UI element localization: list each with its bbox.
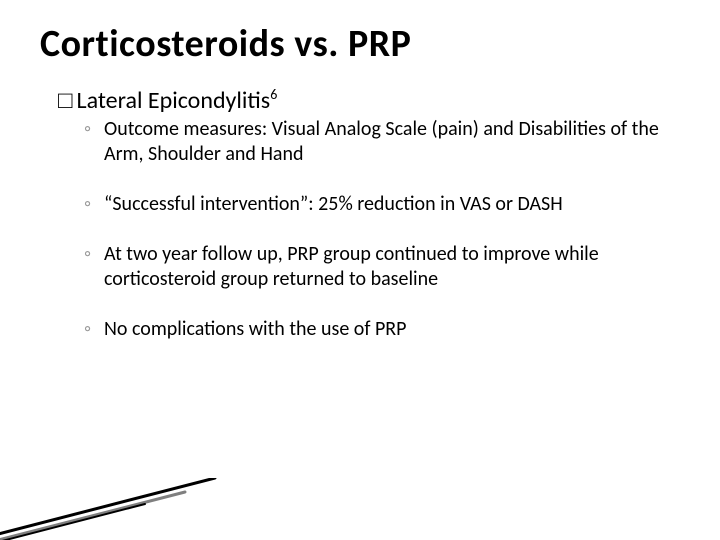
- bullet-marker-icon: ◦: [84, 242, 91, 268]
- list-item: ◦ At two year follow up, PRP group conti…: [84, 242, 666, 293]
- decor-line: [0, 478, 215, 540]
- list-item: ◦ No complications with the use of PRP: [84, 317, 666, 343]
- decor-line: [0, 492, 185, 540]
- list-item: ◦ Outcome measures: Visual Analog Scale …: [84, 117, 666, 168]
- decor-line: [0, 504, 145, 540]
- subhead-superscript: 6: [270, 86, 277, 103]
- bullet-list: ◦ Outcome measures: Visual Analog Scale …: [40, 117, 680, 343]
- bullet-text: Outcome measures: Visual Analog Scale (p…: [104, 117, 659, 167]
- list-item: ◦ “Successful intervention”: 25% reducti…: [84, 192, 666, 218]
- slide-body: Corticosteroids vs. PRP □Lateral Epicond…: [0, 0, 720, 342]
- bullet-text: No complications with the use of PRP: [104, 317, 407, 341]
- bullet-marker-icon: ◦: [84, 317, 91, 343]
- bullet-marker-icon: ◦: [84, 192, 91, 218]
- subhead-text: Lateral Epicondylitis: [77, 86, 271, 115]
- slide-title: Corticosteroids vs. PRP: [40, 24, 680, 66]
- bullet-text: “Successful intervention”: 25% reduction…: [104, 192, 563, 216]
- corner-decoration-icon: [0, 478, 235, 540]
- subhead-line: □Lateral Epicondylitis6: [58, 86, 680, 115]
- subhead-bullet-glyph: □: [58, 87, 73, 115]
- bullet-text: At two year follow up, PRP group continu…: [104, 242, 599, 292]
- bullet-marker-icon: ◦: [84, 117, 91, 143]
